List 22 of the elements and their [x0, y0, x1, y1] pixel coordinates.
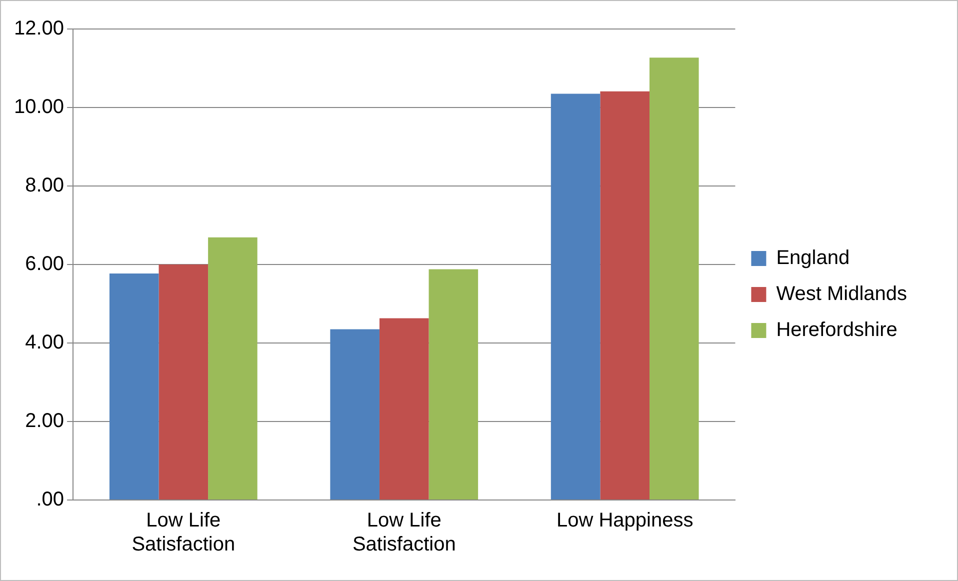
y-tick-label: 12.00 [14, 18, 64, 40]
legend-label: West Midlands [776, 283, 908, 306]
legend-label: England [776, 247, 850, 270]
bar [600, 91, 650, 500]
bar [158, 264, 208, 500]
bar [550, 94, 600, 500]
x-tick-label: Low Life Satisfaction [352, 510, 456, 556]
y-tick-label: 10.00 [14, 96, 64, 118]
x-tick-label: Low Happiness [556, 510, 694, 532]
bar [330, 329, 380, 500]
y-tick-label: 6.00 [25, 253, 64, 276]
y-tick-label: .00 [36, 488, 64, 511]
y-tick-label: 8.00 [25, 174, 64, 197]
y-tick-label: 2.00 [25, 410, 64, 432]
bar [109, 274, 159, 500]
y-tick-label: 4.00 [25, 332, 64, 354]
bar [649, 58, 699, 500]
bar [208, 237, 258, 500]
bar [428, 269, 478, 500]
x-tick-label: Low Life Satisfaction [132, 510, 236, 556]
legend-label: Herefordshire [776, 319, 898, 342]
bar [379, 318, 429, 500]
